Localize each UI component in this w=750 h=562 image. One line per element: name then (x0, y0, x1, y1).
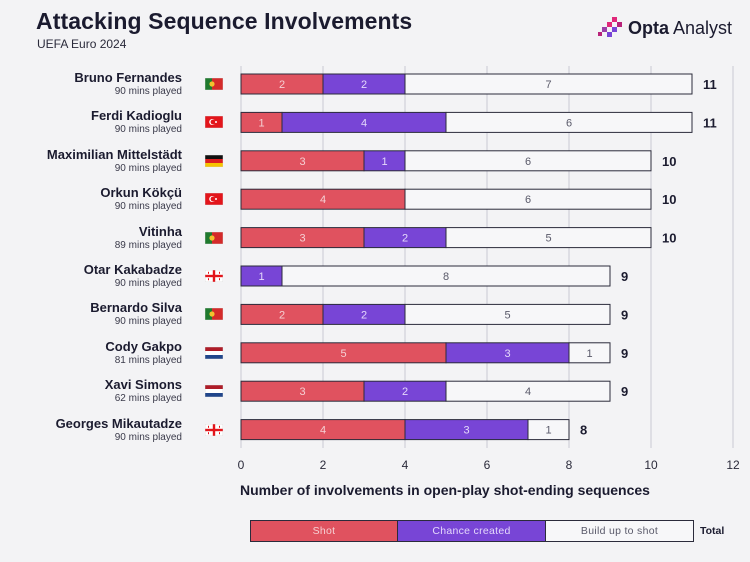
brand-bold: Opta (628, 17, 670, 38)
x-tick-label: 12 (726, 458, 740, 472)
player-name: Bruno Fernandes (74, 70, 182, 85)
brand-wordmark: Opta Analyst (628, 18, 732, 39)
player-name: Bernardo Silva (90, 300, 182, 316)
bar-value-label: 1 (586, 348, 592, 360)
minutes-played: 90 mins played (114, 162, 182, 174)
player-name: Xavi Simons (104, 377, 182, 393)
chart-title: Attacking Sequence Involvements (36, 8, 413, 34)
netherlands-flag-icon (205, 385, 223, 398)
legend-shot: Shot (250, 520, 398, 542)
player-name: Cody Gakpo (105, 338, 182, 354)
bar-value-label: 8 (443, 271, 449, 283)
bar-segment-build-up-to-shot (404, 188, 652, 210)
bar-value-label: 6 (525, 194, 531, 206)
brand-logo: Opta Analyst (598, 17, 732, 39)
bar-value-label: 3 (504, 348, 510, 360)
minutes-played: 90 mins played (114, 316, 182, 328)
bar-total-label: 8 (580, 423, 587, 438)
georgia-flag-icon (205, 423, 223, 436)
x-tick-label: 6 (484, 458, 491, 472)
bar-segment-build-up-to-shot (404, 150, 652, 172)
bar-value-label: 4 (320, 425, 326, 437)
player-name: Georges Mikautadze (55, 415, 182, 431)
bar-total-label: 10 (662, 192, 676, 207)
bar-value-label: 2 (402, 386, 408, 398)
x-axis-title: Number of involvements in open-play shot… (240, 482, 650, 498)
bar-value-label: 5 (504, 309, 510, 321)
bar-total-label: 9 (621, 384, 628, 399)
bar-value-label: 5 (545, 233, 551, 245)
bar-segment-build-up-to-shot (404, 73, 693, 95)
bar-value-label: 3 (299, 156, 305, 168)
x-tick-label: 4 (402, 458, 409, 472)
bar-total-label: 11 (703, 115, 717, 130)
bar-total-label: 10 (662, 154, 676, 169)
bar-value-label: 1 (258, 117, 264, 129)
germany-flag-icon (205, 154, 223, 167)
player-name: Orkun Kökçü (100, 185, 182, 201)
bar-value-label: 2 (279, 309, 285, 321)
portugal-flag-icon (205, 308, 223, 321)
player-name: Vitinha (138, 223, 182, 239)
minutes-played: 90 mins played (114, 86, 182, 97)
bar-value-label: 4 (361, 117, 367, 129)
bar-segment-build-up-to-shot (281, 265, 611, 287)
legend: Shot Chance created Build up to shot Tot… (250, 520, 724, 542)
chart-subtitle: UEFA Euro 2024 (37, 37, 127, 51)
bar-total-label: 11 (703, 77, 717, 92)
bar-value-label: 1 (381, 156, 387, 168)
bar-segment-build-up-to-shot (527, 419, 570, 441)
x-tick-label: 10 (644, 458, 658, 472)
bar-value-label: 2 (361, 79, 367, 91)
minutes-played: 81 mins played (114, 354, 182, 366)
minutes-played: 62 mins played (114, 393, 182, 405)
bar-value-label: 1 (258, 271, 264, 283)
opta-logo-icon (598, 17, 622, 37)
bar-value-label: 2 (361, 309, 367, 321)
brand-light: Analyst (673, 17, 733, 38)
bar-total-label: 9 (621, 307, 628, 322)
bar-value-label: 2 (279, 79, 285, 91)
bar-segment-build-up-to-shot (568, 342, 611, 364)
legend-chance-created: Chance created (398, 520, 546, 542)
bar-total-label: 9 (621, 346, 628, 361)
bar-segment-build-up-to-shot (404, 303, 611, 325)
minutes-played: 90 mins played (114, 124, 182, 136)
bar-value-label: 6 (566, 117, 572, 129)
netherlands-flag-icon (205, 346, 223, 359)
bar-value-label: 3 (463, 425, 469, 437)
bar-total-label: 10 (662, 231, 676, 246)
x-tick-label: 8 (566, 458, 573, 472)
minutes-played: 90 mins played (114, 431, 182, 443)
x-tick-label: 0 (238, 458, 245, 472)
x-tick-label: 2 (320, 458, 327, 472)
georgia-flag-icon (205, 270, 223, 282)
legend-build-up: Build up to shot (546, 520, 694, 542)
turkey-flag-icon (205, 116, 223, 129)
bar-value-label: 7 (545, 79, 551, 91)
bar-total-label: 9 (621, 269, 628, 284)
minutes-played: 89 mins played (114, 239, 182, 251)
minutes-played: 90 mins played (114, 278, 182, 289)
bar-value-label: 3 (299, 233, 305, 245)
portugal-flag-icon (205, 231, 223, 244)
turkey-flag-icon (205, 193, 223, 206)
bar-segment-build-up-to-shot (445, 227, 652, 249)
player-name: Ferdi Kadioglu (91, 108, 182, 124)
bar-value-label: 6 (525, 156, 531, 168)
bar-value-label: 3 (299, 386, 305, 398)
player-name: Otar Kakabadze (83, 262, 182, 277)
bar-segment-build-up-to-shot (445, 111, 693, 133)
portugal-flag-icon (205, 78, 223, 90)
legend-total: Total (700, 525, 725, 537)
bar-segment-build-up-to-shot (445, 380, 611, 402)
bar-value-label: 2 (402, 233, 408, 245)
player-name: Maximilian Mittelstädt (46, 146, 182, 162)
bar-value-label: 4 (320, 194, 326, 206)
bar-value-label: 5 (340, 348, 346, 360)
bar-value-label: 1 (545, 425, 551, 437)
minutes-played: 90 mins played (114, 201, 182, 213)
bar-value-label: 4 (525, 386, 531, 398)
